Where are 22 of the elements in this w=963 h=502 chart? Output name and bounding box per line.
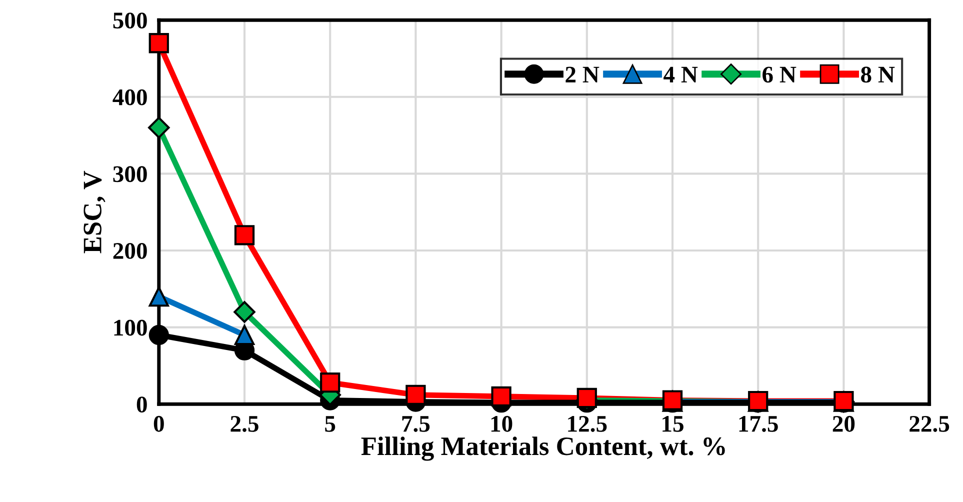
- y-axis-title: ESC, V: [84, 170, 106, 254]
- y-tick-label: 500: [113, 12, 147, 29]
- legend-label: 2 N: [566, 66, 600, 82]
- y-tick-label: 0: [136, 396, 147, 413]
- x-tick-label: 0: [154, 416, 164, 432]
- legend-label: 8 N: [861, 66, 895, 83]
- x-axis-title: Filling Materials Content, wt. %: [361, 436, 725, 461]
- x-tick-label: 12.5: [568, 416, 607, 432]
- x-tick-label: 7.5: [402, 416, 430, 432]
- x-tick-label: 15: [662, 416, 684, 432]
- x-tick-label: 17.5: [739, 416, 778, 432]
- y-tick-label: 100: [114, 320, 147, 336]
- y-tick-label: 200: [113, 242, 147, 259]
- x-tick-label: 2.5: [230, 416, 258, 432]
- y-tick-label: 400: [112, 89, 147, 106]
- legend-label: 6 N: [762, 66, 796, 83]
- y-tick-label: 300: [113, 166, 147, 182]
- x-tick-label: 20: [832, 416, 855, 432]
- x-tick-label: 22.5: [910, 416, 950, 432]
- x-tick-label: 10: [491, 416, 512, 432]
- legend-label: 4 N: [664, 66, 698, 82]
- x-tick-label: 5: [325, 416, 336, 432]
